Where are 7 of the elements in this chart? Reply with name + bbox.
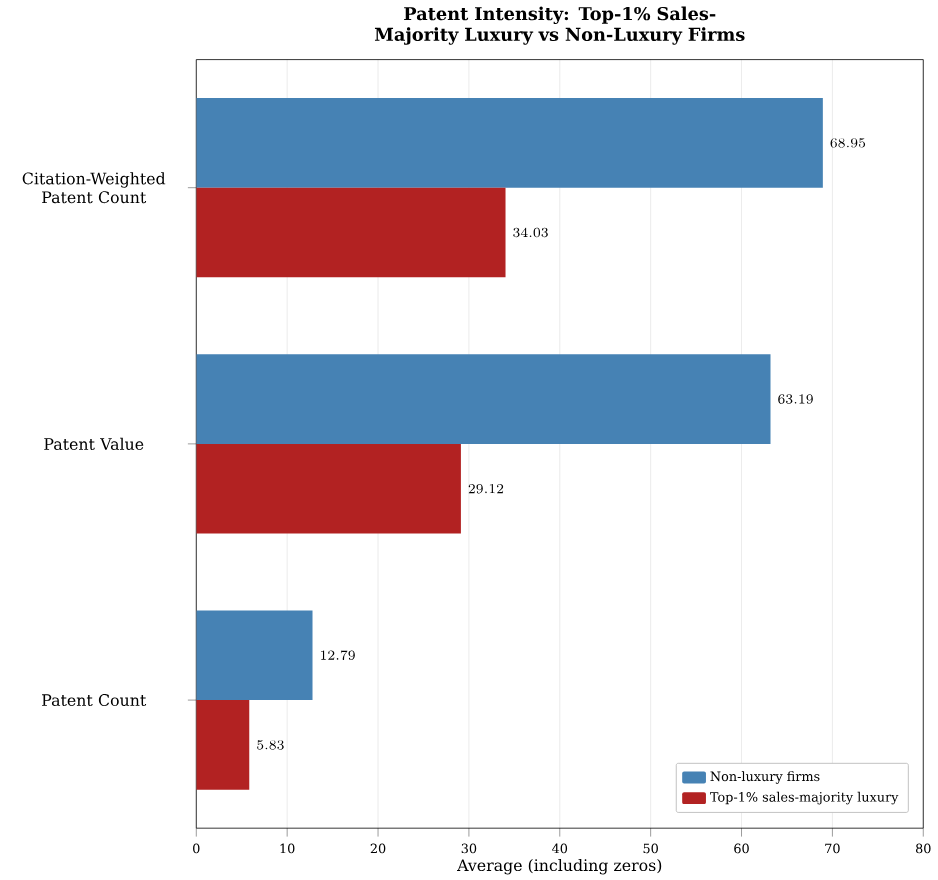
bar — [196, 97, 823, 188]
bar — [196, 353, 771, 444]
bar — [196, 443, 461, 534]
bar — [196, 699, 250, 790]
bar — [196, 187, 506, 277]
chart-title: Patent Intensity: Top-1% Sales-Majority Luxury vs Non-Luxury Firms — [374, 6, 745, 45]
bar — [196, 609, 313, 700]
